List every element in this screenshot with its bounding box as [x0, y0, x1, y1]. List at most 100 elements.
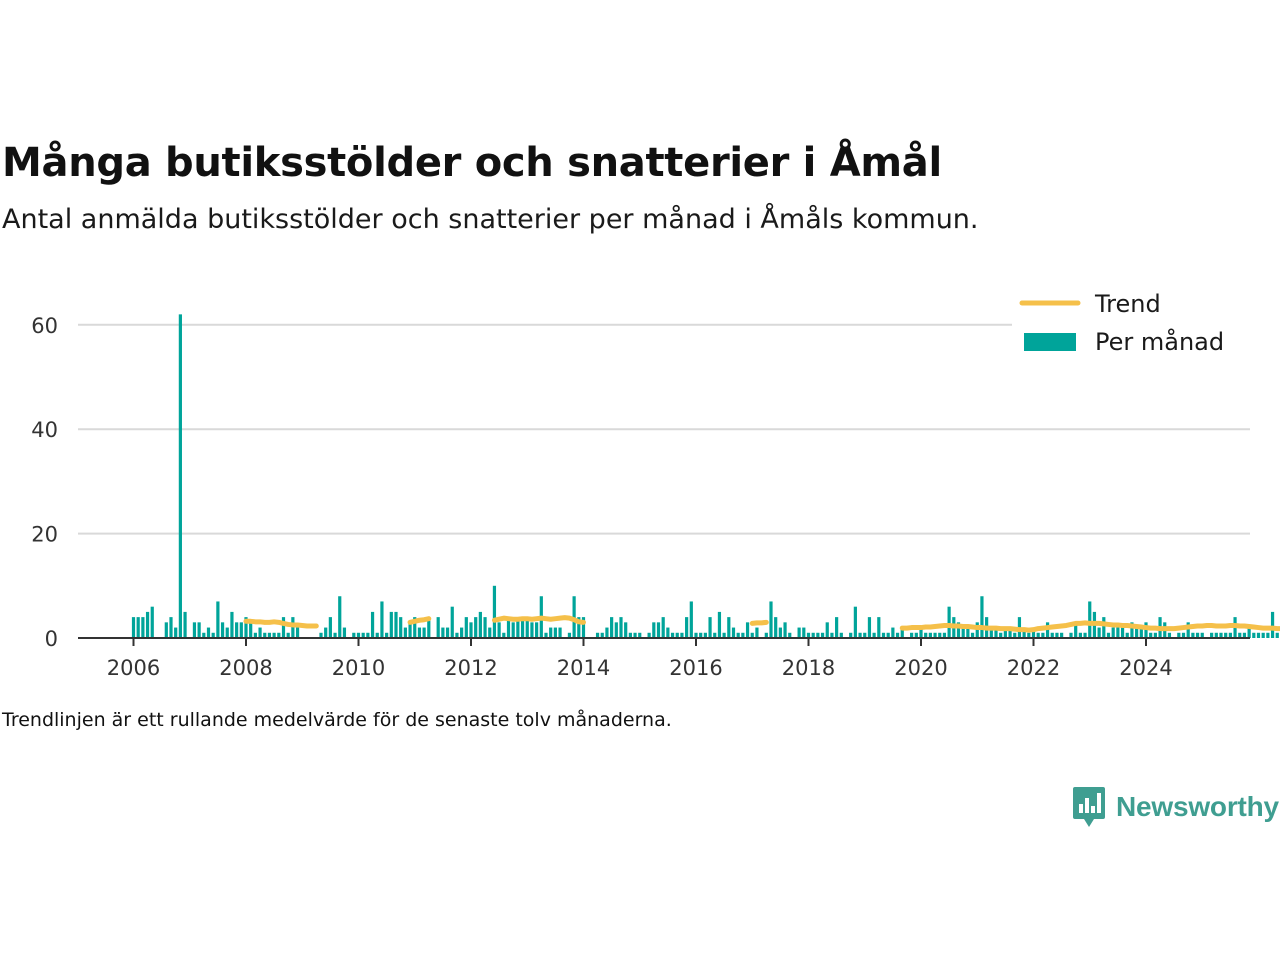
chart-subtitle: Antal anmälda butiksstölder och snatteri…: [2, 204, 979, 235]
bar: [506, 617, 511, 638]
bar: [535, 622, 539, 638]
bar: [150, 606, 154, 638]
bar: [839, 632, 843, 638]
bar: [295, 627, 300, 638]
bar: [399, 617, 403, 638]
bar: [699, 632, 703, 638]
bar: [483, 617, 487, 638]
bar: [202, 632, 206, 638]
bar: [1228, 632, 1232, 638]
bar: [1242, 632, 1247, 638]
chart-title: Många butiksstölder och snatterier i Åmå…: [2, 140, 942, 186]
bar: [961, 627, 965, 638]
bar: [966, 627, 970, 638]
bar: [858, 632, 862, 638]
bar: [380, 601, 384, 638]
bar: [689, 601, 693, 638]
bar: [169, 617, 173, 638]
bar: [581, 617, 586, 638]
bar: [1036, 632, 1040, 638]
bar: [1144, 622, 1148, 638]
bar: [652, 622, 656, 638]
bar: [1181, 632, 1186, 638]
bar: [178, 314, 182, 638]
bar: [970, 632, 975, 638]
bar: [741, 632, 745, 638]
bar: [450, 606, 454, 638]
bar: [877, 617, 881, 638]
bar: [520, 617, 525, 638]
bar: [783, 622, 787, 638]
bar: [216, 601, 220, 638]
bar: [755, 627, 759, 638]
bar: [445, 627, 450, 638]
bar: [1041, 632, 1045, 638]
bar: [797, 627, 801, 638]
bar: [1111, 627, 1115, 638]
bar: [764, 632, 768, 638]
bar: [324, 627, 328, 638]
bar: [328, 617, 332, 638]
x-tick-label: 2008: [219, 656, 272, 680]
bar: [774, 617, 778, 638]
bar: [272, 632, 276, 638]
bar: [417, 627, 422, 638]
bar: [694, 632, 698, 638]
bar: [1238, 632, 1242, 638]
bar: [422, 627, 426, 638]
bar: [1074, 622, 1078, 638]
bar: [1102, 617, 1106, 638]
bar: [647, 632, 651, 638]
x-tick-label: 2018: [782, 656, 835, 680]
bar: [1106, 632, 1111, 638]
bar: [230, 611, 234, 638]
bar: [713, 632, 717, 638]
bar: [835, 617, 839, 638]
x-axis-ticks: 2006 2008 2010 2012 2014 2016 2018 2020 2022 2024: [107, 638, 1173, 680]
trend-line-segment: [243, 618, 319, 629]
bar: [745, 622, 750, 638]
bar: [502, 632, 506, 638]
bar: [849, 632, 853, 638]
bar: [1003, 627, 1007, 638]
legend-background: [1012, 286, 1250, 366]
bar: [192, 622, 197, 638]
bar: [703, 632, 707, 638]
trend-series: [243, 615, 1280, 633]
bar: [928, 632, 932, 638]
bar: [211, 632, 215, 638]
bar: [361, 632, 365, 638]
bar: [356, 632, 361, 638]
bar: [1050, 632, 1054, 638]
bar: [281, 617, 286, 638]
bar: [567, 632, 572, 638]
bar: [244, 617, 248, 638]
bar: [286, 632, 290, 638]
bar: [1120, 627, 1125, 638]
bar: [253, 632, 257, 638]
bar: [370, 611, 375, 638]
bar: [277, 632, 281, 638]
bar: [624, 622, 628, 638]
bar: [1088, 601, 1092, 638]
bar: [1210, 632, 1214, 638]
bar: [1167, 632, 1172, 638]
bar: [1191, 632, 1195, 638]
bar: [1031, 627, 1036, 638]
bar: [1261, 632, 1265, 638]
bar: [291, 617, 295, 638]
bar: [488, 627, 492, 638]
bar: [989, 627, 993, 638]
bar: [408, 622, 412, 638]
newsworthy-logo[interactable]: Newsworthy: [1072, 786, 1279, 828]
bar: [633, 632, 637, 638]
bar: [263, 632, 267, 638]
bar: [1275, 632, 1279, 638]
bar: [267, 632, 272, 638]
bar: [980, 596, 984, 638]
bar: [164, 622, 168, 638]
bar: [610, 617, 614, 638]
bar: [1008, 627, 1012, 638]
bar: [220, 622, 225, 638]
bar: [197, 622, 201, 638]
